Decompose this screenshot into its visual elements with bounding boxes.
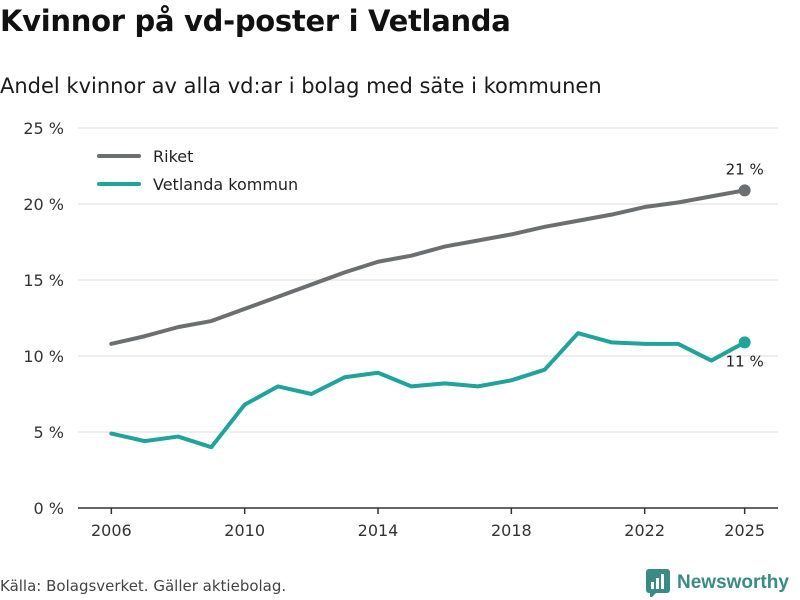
end-point-riket (738, 184, 751, 197)
series-line-vetlanda (109, 331, 747, 450)
x-tick-label-2025: 2025 (724, 521, 765, 540)
legend-label-riket: Riket (153, 147, 193, 166)
y-tick-label-20: 20 % (23, 195, 64, 214)
chart-subtitle: Andel kvinnor av alla vd:ar i bolag med … (0, 74, 602, 98)
x-tick-label-2014: 2014 (358, 521, 399, 540)
end-label-riket: 21 % (726, 160, 764, 178)
series-line-riket (109, 188, 747, 346)
axes: 0 % 5 % 10 % 15 % 20 % 25 % 2006 2010 2014 2018 20… (23, 119, 778, 540)
line-chart: 0 % 5 % 10 % 15 % 20 % 25 % 2006 2010 2014 2018 20… (23, 119, 778, 540)
series-lines (109, 184, 751, 450)
y-tick-label-10: 10 % (23, 347, 64, 366)
x-tick-label-2006: 2006 (91, 521, 132, 540)
brand-logo: Newsworthy (646, 569, 789, 597)
chart-title: Kvinnor på vd-poster i Vetlanda (0, 4, 511, 38)
y-tick-label-0: 0 % (34, 499, 64, 518)
newsworthy-logo-icon (646, 569, 670, 597)
y-tick-label-5: 5 % (34, 423, 64, 442)
end-labels: 21 % 11 % (726, 160, 764, 370)
legend: Riket Vetlanda kommun (97, 147, 298, 194)
x-tick-label-2010: 2010 (224, 521, 265, 540)
legend-label-vetlanda: Vetlanda kommun (153, 175, 298, 194)
y-tick-label-25: 25 % (23, 119, 64, 138)
y-tick-label-15: 15 % (23, 271, 64, 290)
end-label-vetlanda: 11 % (726, 352, 764, 370)
x-tick-label-2018: 2018 (491, 521, 532, 540)
brand-name: Newsworthy (677, 572, 789, 593)
source-note: Källa: Bolagsverket. Gäller aktiebolag. (0, 577, 287, 595)
end-point-vetlanda (738, 336, 751, 349)
x-tick-label-2022: 2022 (624, 521, 665, 540)
